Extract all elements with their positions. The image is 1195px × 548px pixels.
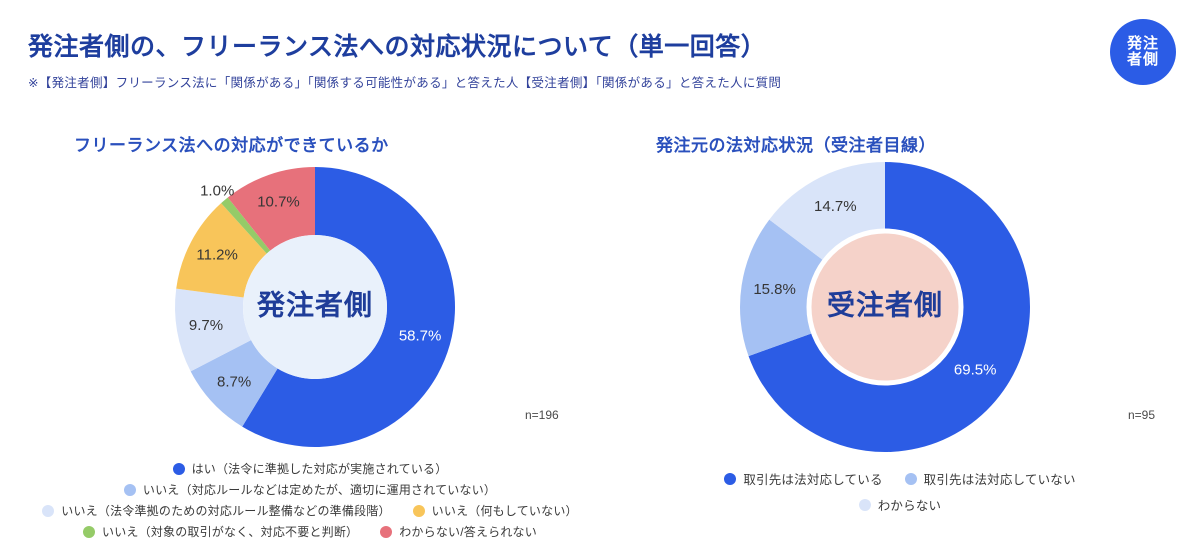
pie-slice xyxy=(739,219,825,357)
donut-chart-contractor: 69.5% 15.8% 14.7% 受注者側 xyxy=(739,162,1030,452)
slice-percent-label: 14.7% xyxy=(814,198,857,215)
legend-item: いいえ（何もしていない） xyxy=(412,502,578,519)
donut-center-circle xyxy=(243,235,387,379)
legend-dot-icon xyxy=(380,525,393,538)
legend-dot-icon xyxy=(42,504,55,517)
legend-label: 取引先は法対応していない xyxy=(923,473,1076,487)
pie-slice xyxy=(227,167,315,251)
legend-dot-icon xyxy=(412,504,425,517)
slice-percent-label: 1.0% xyxy=(200,183,234,200)
legend-row: はい（法令に準拠した対応が実施されている） xyxy=(30,460,590,477)
legend-row: いいえ（法令準拠のための対応ルール整備などの準備段階） いいえ（何もしていない） xyxy=(30,502,590,519)
legend-row: いいえ（対応ルールなどは定めたが、適切に運用されていない） xyxy=(30,481,590,498)
legend-row: いいえ（対象の取引がなく、対応不要と判断） わからない/答えられない xyxy=(30,523,590,540)
legend-contractor: 取引先は法対応している 取引先は法対応していないわからない xyxy=(690,469,1110,521)
legend-orderer: はい（法令に準拠した対応が実施されている） いいえ（対応ルールなどは定めたが、適切… xyxy=(30,460,590,544)
legend-item: わからない/答えられない xyxy=(380,523,537,540)
legend-item: 取引先は法対応していない xyxy=(904,469,1076,488)
slice-percent-label: 69.5% xyxy=(954,361,997,378)
legend-item: いいえ（対象の取引がなく、対応不要と判断） xyxy=(83,523,358,540)
legend-dot-icon xyxy=(83,525,96,538)
legend-label: いいえ（対応ルールなどは定めたが、適切に運用されていない） xyxy=(142,483,497,497)
pie-slice xyxy=(242,167,456,448)
legend-label: いいえ（何もしていない） xyxy=(431,504,578,518)
legend-item: いいえ（法令準拠のための対応ルール整備などの準備段階） xyxy=(42,502,390,519)
legend-dot-icon xyxy=(858,498,871,511)
sample-size-label-contractor: n=95 xyxy=(1128,408,1156,422)
legend-dot-icon xyxy=(123,483,136,496)
legend-label: いいえ（法令準拠のための対応ルール整備などの準備段階） xyxy=(61,504,391,518)
legend-dot-icon xyxy=(172,462,185,475)
badge-line-1: 発注 xyxy=(1126,34,1159,52)
legend-dot-icon xyxy=(904,472,917,485)
legend-item: 取引先は法対応している xyxy=(724,469,882,488)
orderer-side-badge: 発注 者側 xyxy=(1110,19,1176,85)
sample-size-label-orderer: n=196 xyxy=(525,408,559,422)
badge-line-2: 者側 xyxy=(1126,51,1159,68)
donut-center-circle xyxy=(806,228,964,386)
legend-label: 取引先は法対応している xyxy=(743,473,883,487)
page-subtitle: ※【発注者側】フリーランス法に「関係がある」「関係する可能性がある」と答えた人【… xyxy=(28,76,782,90)
chart-title-contractor: 発注元の法対応状況（受注者目線） xyxy=(656,136,936,155)
slice-percent-label: 10.7% xyxy=(257,194,300,211)
legend-item: いいえ（対応ルールなどは定めたが、適切に運用されていない） xyxy=(123,481,497,498)
donut-chart-orderer: 58.7% 8.7% 9.7% 11.2% 1.0% 10.7% 発注者側 xyxy=(175,167,456,448)
pie-slice xyxy=(190,340,278,427)
slice-percent-label: 8.7% xyxy=(217,373,251,390)
slice-percent-label: 9.7% xyxy=(189,317,223,334)
legend-label: わからない/答えられない xyxy=(399,525,537,539)
legend-row: 取引先は法対応している 取引先は法対応していない xyxy=(690,469,1110,488)
page-title: 発注者側の、フリーランス法への対応状況について（単一回答） xyxy=(28,33,767,61)
legend-item: わからない xyxy=(858,495,942,514)
pie-slice xyxy=(176,203,267,298)
legend-label: いいえ（対象の取引がなく、対応不要と判断） xyxy=(102,525,359,539)
donut-center-label: 発注者側 xyxy=(256,288,373,320)
legend-label: わからない xyxy=(877,499,942,513)
legend-label: はい（法令に準拠した対応が実施されている） xyxy=(191,462,448,476)
pie-slice xyxy=(175,288,252,372)
slice-percent-label: 58.7% xyxy=(399,327,442,344)
legend-dot-icon xyxy=(724,472,737,485)
donut-center-label: 受注者側 xyxy=(827,288,943,320)
pie-slice xyxy=(748,162,1030,452)
slice-percent-label: 11.2% xyxy=(196,247,237,264)
legend-item: はい（法令に準拠した対応が実施されている） xyxy=(172,460,448,477)
pie-slice xyxy=(221,197,271,254)
legend-row: わからない xyxy=(690,495,1110,514)
slice-percent-label: 15.8% xyxy=(753,281,796,298)
chart-title-orderer: フリーランス法への対応ができているか xyxy=(74,136,389,155)
